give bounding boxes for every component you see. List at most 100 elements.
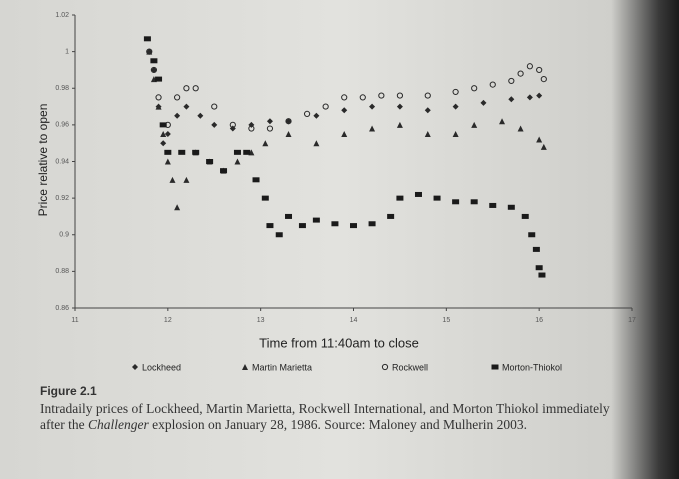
legend-marker [381,363,389,371]
point [369,125,376,132]
point [234,158,241,165]
y-tick-label: 1 [65,48,69,55]
caption: Figure 2.1 Intradaily prices of Lockheed,… [40,383,610,433]
point [499,118,506,125]
x-tick-label: 15 [442,317,450,324]
y-tick-label: 0.98 [55,85,69,92]
y-tick-label: 0.96 [55,122,69,129]
point [414,191,422,197]
legend-label: Rockwell [392,362,428,372]
point [206,159,214,164]
x-tick-label: 12 [164,317,172,324]
point [143,36,151,42]
point [261,195,269,201]
point [192,85,199,92]
point [285,213,293,219]
point [396,195,404,201]
point [211,103,218,110]
point [470,199,478,205]
y-tick-label: 0.94 [55,158,69,165]
point [150,58,158,64]
point [183,85,190,92]
point [341,131,348,138]
point [150,66,158,74]
x-tick-label: 11 [71,317,78,324]
point [159,122,167,128]
x-tick-label: 13 [257,317,265,324]
point [262,140,269,147]
point [535,265,543,271]
point [452,199,460,205]
point [528,232,536,238]
point [517,125,524,132]
point [471,121,478,128]
point [266,118,273,125]
x-tick-label: 16 [535,317,543,324]
point [507,204,515,210]
point [322,103,329,110]
point [378,92,385,99]
point [266,125,274,132]
point [540,143,547,150]
point [368,221,376,227]
legend-marker [132,364,138,370]
point [359,94,366,101]
point [452,88,459,96]
legend-marker [491,364,499,370]
point [341,107,348,114]
point [387,213,395,219]
point [275,232,283,238]
point [508,96,515,103]
point [164,131,171,138]
point [252,177,260,183]
point [233,149,241,155]
point [183,103,190,110]
caption-emphasis: Challenger [87,417,149,432]
point [164,149,172,155]
point [285,118,292,125]
point [331,221,339,227]
point [312,217,320,223]
x-axis-label: Time from 11:40am to close [259,335,419,350]
point [197,112,204,119]
point [266,223,274,229]
point [164,158,171,165]
point [229,121,236,128]
point [303,110,311,117]
point [536,136,543,143]
y-tick-label: 0.9 [59,232,69,239]
point [155,76,163,82]
point [169,176,176,183]
point [183,176,190,183]
point [155,103,162,110]
point [536,66,543,74]
point [489,81,496,88]
point [532,246,540,252]
point [471,85,478,92]
point [313,112,320,119]
point [480,99,487,106]
point [526,94,533,101]
point [521,213,529,219]
y-axis-label: Price relative to open [36,104,50,217]
y-tick-label: 0.86 [55,305,69,312]
point [489,202,497,208]
point [508,77,515,85]
caption-label: Figure 2.1 [40,384,97,398]
point [341,94,348,101]
point [396,121,403,128]
point [174,204,181,211]
point [174,112,181,119]
caption-text: Intradaily prices of Lockheed, Martin Ma… [40,401,610,432]
point [155,94,162,101]
point [220,168,228,174]
point [192,149,200,155]
point [160,131,167,138]
chart: Time from 11:40am to close Price relativ… [36,12,636,373]
point [285,118,292,125]
point [146,48,153,55]
legend-label: Martin Marietta [252,362,312,372]
legend-label: Morton-Thiokol [502,362,562,372]
point [243,149,251,155]
point [160,140,167,147]
